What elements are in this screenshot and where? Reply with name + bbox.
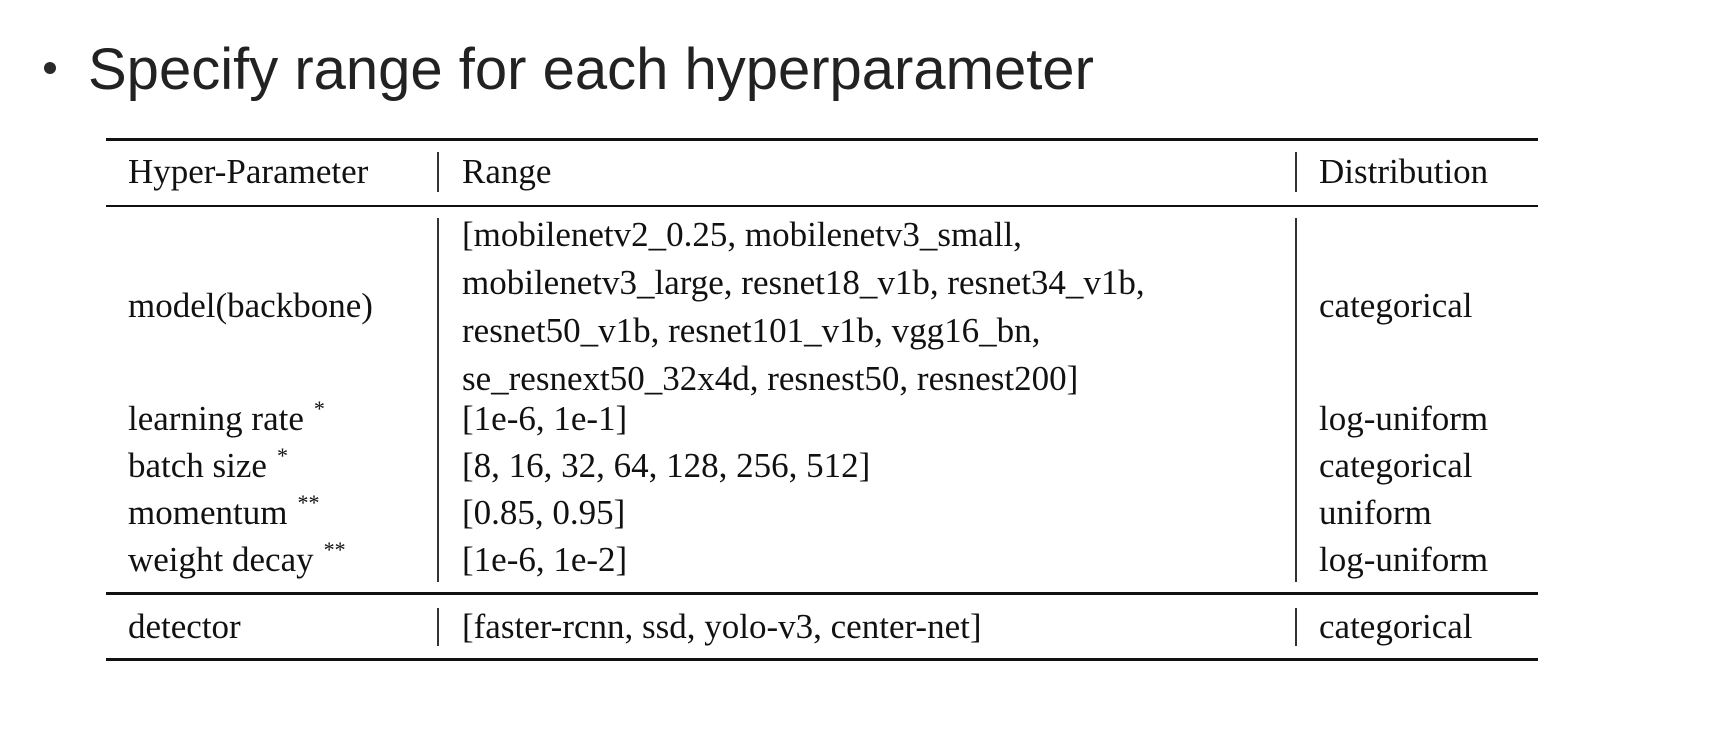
footnote-marker: * (276, 443, 288, 468)
footnote-marker: ** (297, 490, 320, 515)
param-label: momentum (128, 493, 288, 532)
row-detector-dist: categorical (1319, 607, 1473, 646)
footnote-marker: ** (323, 537, 346, 562)
slide-title: Specify range for each hyperparameter (88, 37, 1094, 102)
param-label: learning rate (128, 399, 304, 438)
row-detector-name: detector (128, 607, 241, 646)
header-rule (106, 205, 1538, 207)
detector-divider-right (1295, 608, 1297, 646)
hyperparameter-table: Hyper-Parameter Range Distribution model… (106, 138, 1538, 666)
model-range-line: se_resnext50_32x4d, resnest50, resnest20… (462, 359, 1079, 398)
header-hyper-parameter: Hyper-Parameter (128, 152, 369, 191)
row-model-range: [mobilenetv2_0.25, mobilenetv3_small, mo… (462, 211, 1145, 403)
header-divider-left (437, 152, 439, 192)
param-label: batch size (128, 446, 267, 485)
detector-divider-left (437, 608, 439, 646)
row-model-name: model(backbone) (128, 286, 373, 325)
row-momentum-dist: uniform (1319, 493, 1432, 532)
row-batch-size-dist: categorical (1319, 446, 1473, 485)
row-momentum-range: [0.85, 0.95] (462, 493, 626, 532)
row-momentum-name: momentum ** (128, 489, 319, 537)
table-top-rule (106, 138, 1538, 141)
header-divider-right (1295, 152, 1297, 192)
row-weight-decay-range: [1e-6, 1e-2] (462, 540, 628, 579)
param-label: weight decay (128, 540, 314, 579)
row-learning-rate-dist: log-uniform (1319, 399, 1489, 438)
row-model-dist: categorical (1319, 286, 1473, 325)
row-batch-size-range: [8, 16, 32, 64, 128, 256, 512] (462, 446, 871, 485)
body-divider-right (1295, 218, 1297, 582)
bullet-point (44, 62, 56, 74)
row-learning-rate-name: learning rate * (128, 395, 325, 443)
row-learning-rate-range: [1e-6, 1e-1] (462, 399, 628, 438)
model-range-line: mobilenetv3_large, resnet18_v1b, resnet3… (462, 263, 1145, 302)
model-range-line: resnet50_v1b, resnet101_v1b, vgg16_bn, (462, 311, 1041, 350)
row-detector-range: [faster-rcnn, ssd, yolo-v3, center-net] (462, 607, 982, 646)
header-distribution: Distribution (1319, 152, 1489, 191)
table-bottom-rule (106, 658, 1538, 661)
group-separator-rule (106, 592, 1538, 595)
model-range-line: [mobilenetv2_0.25, mobilenetv3_small, (462, 215, 1022, 254)
header-range: Range (462, 152, 552, 191)
footnote-marker: * (313, 396, 325, 421)
row-weight-decay-dist: log-uniform (1319, 540, 1489, 579)
row-weight-decay-name: weight decay ** (128, 536, 346, 584)
row-batch-size-name: batch size * (128, 442, 288, 490)
body-divider-left (437, 218, 439, 582)
